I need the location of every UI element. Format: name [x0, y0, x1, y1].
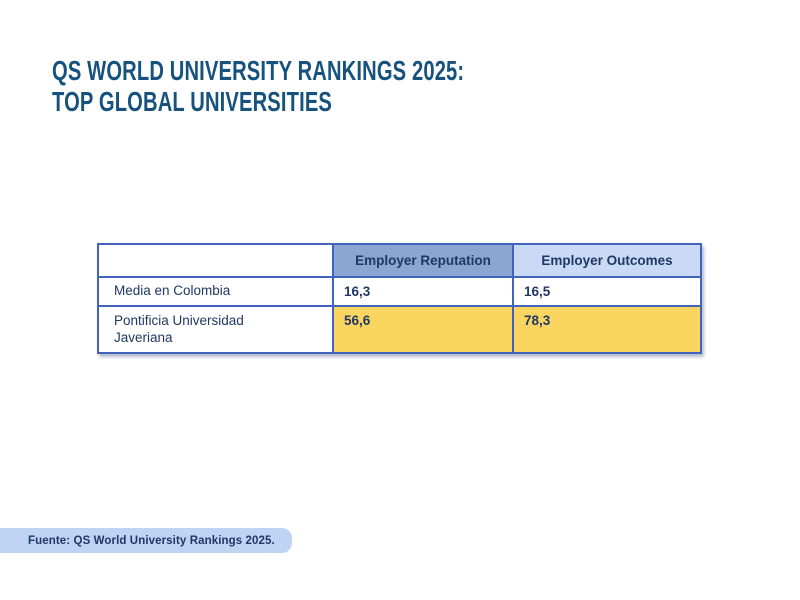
table-cell-javeriana-outcomes: 78,3	[514, 307, 700, 352]
table-cell-media-outcomes: 16,5	[514, 278, 700, 305]
page-title-line-2: TOP GLOBAL UNIVERSITIES	[52, 87, 464, 118]
table-cell-media-reputation: 16,3	[334, 278, 512, 305]
table-header-employer-outcomes: Employer Outcomes	[514, 245, 700, 276]
slide: QS WORLD UNIVERSITY RANKINGS 2025: TOP G…	[0, 0, 800, 600]
table-cell-javeriana-reputation: 56,6	[334, 307, 512, 352]
table-row-label-javeriana: Pontificia Universidad Javeriana	[99, 307, 332, 352]
table-header-employer-reputation: Employer Reputation	[334, 245, 512, 276]
page-title: QS WORLD UNIVERSITY RANKINGS 2025: TOP G…	[52, 56, 464, 118]
rankings-table: Employer Reputation Employer Outcomes Me…	[97, 243, 702, 354]
source-badge: Fuente: QS World University Rankings 202…	[0, 528, 292, 553]
table-row-label-media-colombia: Media en Colombia	[99, 278, 332, 305]
table-header-corner-cell	[99, 245, 332, 276]
source-text: Fuente: QS World University Rankings 202…	[28, 535, 275, 547]
page-title-line-1: QS WORLD UNIVERSITY RANKINGS 2025:	[52, 56, 464, 87]
